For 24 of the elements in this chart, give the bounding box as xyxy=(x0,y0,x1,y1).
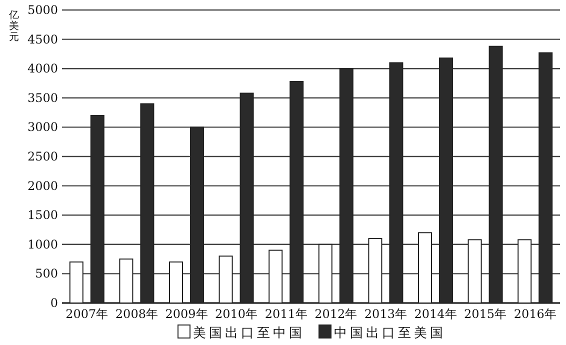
x-tick-label: 2010年 xyxy=(215,307,258,321)
y-tick-label: 2000 xyxy=(27,178,58,193)
y-tick-label: 5000 xyxy=(27,3,58,17)
y-tick-label: 0 xyxy=(50,296,58,310)
legend-label: 美国出口至中国 xyxy=(193,325,305,341)
y-tick-label: 3500 xyxy=(27,90,58,105)
y-tick-label: 3000 xyxy=(27,120,58,134)
x-tick-label: 2007年 xyxy=(66,307,108,321)
y-tick-label: 4000 xyxy=(27,62,58,76)
x-tick-label: 2011年 xyxy=(264,307,308,321)
x-tick-label: 2009年 xyxy=(165,307,208,321)
x-tick-label: 2014年 xyxy=(414,307,457,321)
x-tick-label: 2013年 xyxy=(364,307,407,321)
y-tick-label: 4500 xyxy=(27,32,58,46)
legend-label: 中国出口至美国 xyxy=(334,325,446,341)
x-tick-label: 2012年 xyxy=(314,307,358,321)
y-tick-label: 1500 xyxy=(27,208,58,222)
y-axis-title: 亿美元 xyxy=(8,10,19,43)
y-tick-label: 500 xyxy=(35,266,58,281)
x-tick-label: 2016年 xyxy=(514,307,556,321)
x-tick-label: 2015年 xyxy=(464,307,507,321)
y-tick-label: 1000 xyxy=(27,237,58,252)
x-tick-label: 2008年 xyxy=(115,307,158,321)
y-tick-label: 2500 xyxy=(27,150,58,164)
